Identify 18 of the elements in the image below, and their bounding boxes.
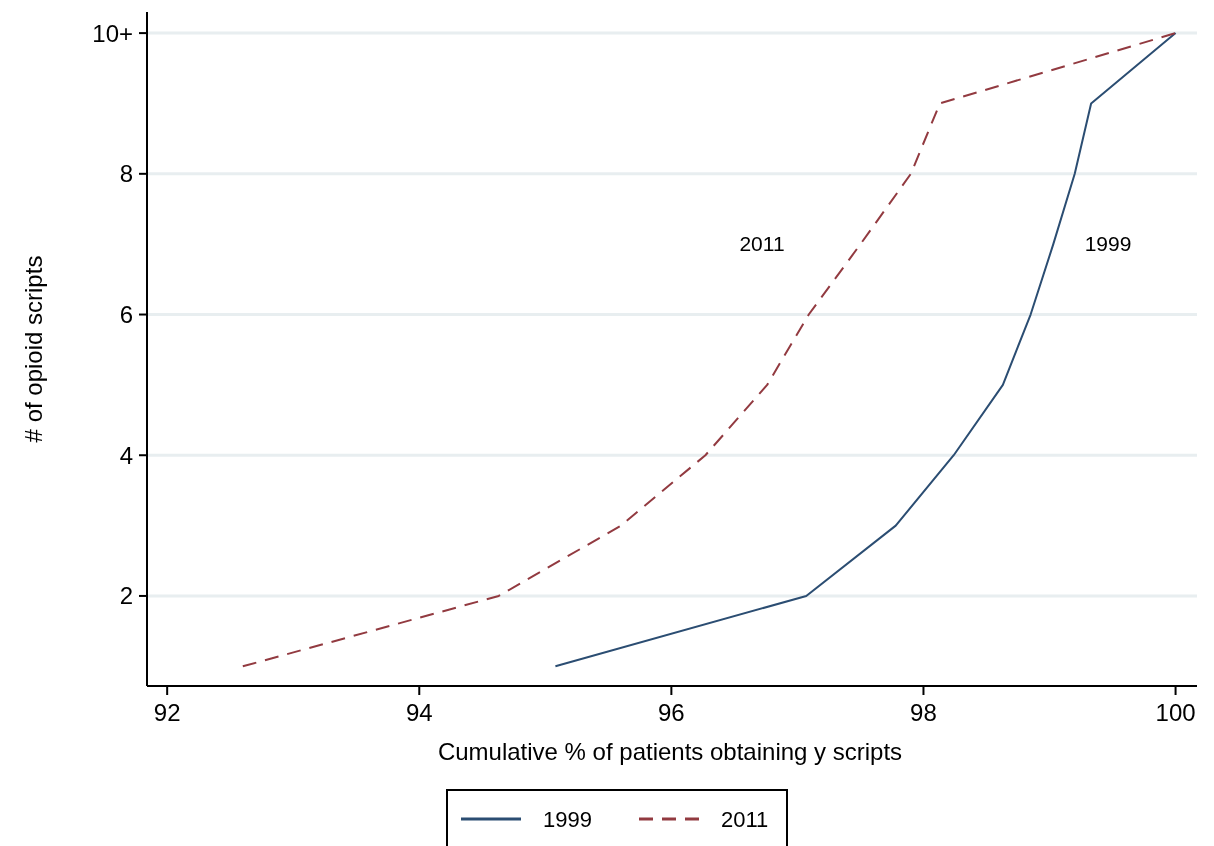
y-tick-label: 4 [119, 441, 133, 469]
line-series [554, 32, 1177, 668]
y-tick-label: 2 [119, 582, 133, 610]
legend-label: 1999 [543, 806, 592, 832]
x-tick-label: 100 [1155, 699, 1196, 726]
x-tick-label: 94 [405, 699, 433, 726]
x-tick-label: 96 [658, 699, 685, 726]
line-series [241, 32, 1177, 668]
x-tick-label: 98 [910, 699, 937, 726]
x-axis-title: Cumulative % of patients obtaining y scripts [437, 738, 903, 765]
y-tick-label: 10+ [92, 19, 133, 47]
y-tick-label: 8 [119, 160, 133, 188]
x-tick-label: 92 [153, 699, 181, 726]
annotation: 2011 [739, 232, 785, 256]
annotation: 1999 [1084, 232, 1132, 256]
legend-label: 2011 [721, 806, 769, 832]
y-tick-label: 6 [119, 300, 133, 328]
y-axis-title: # of opioid scripts [20, 255, 47, 443]
